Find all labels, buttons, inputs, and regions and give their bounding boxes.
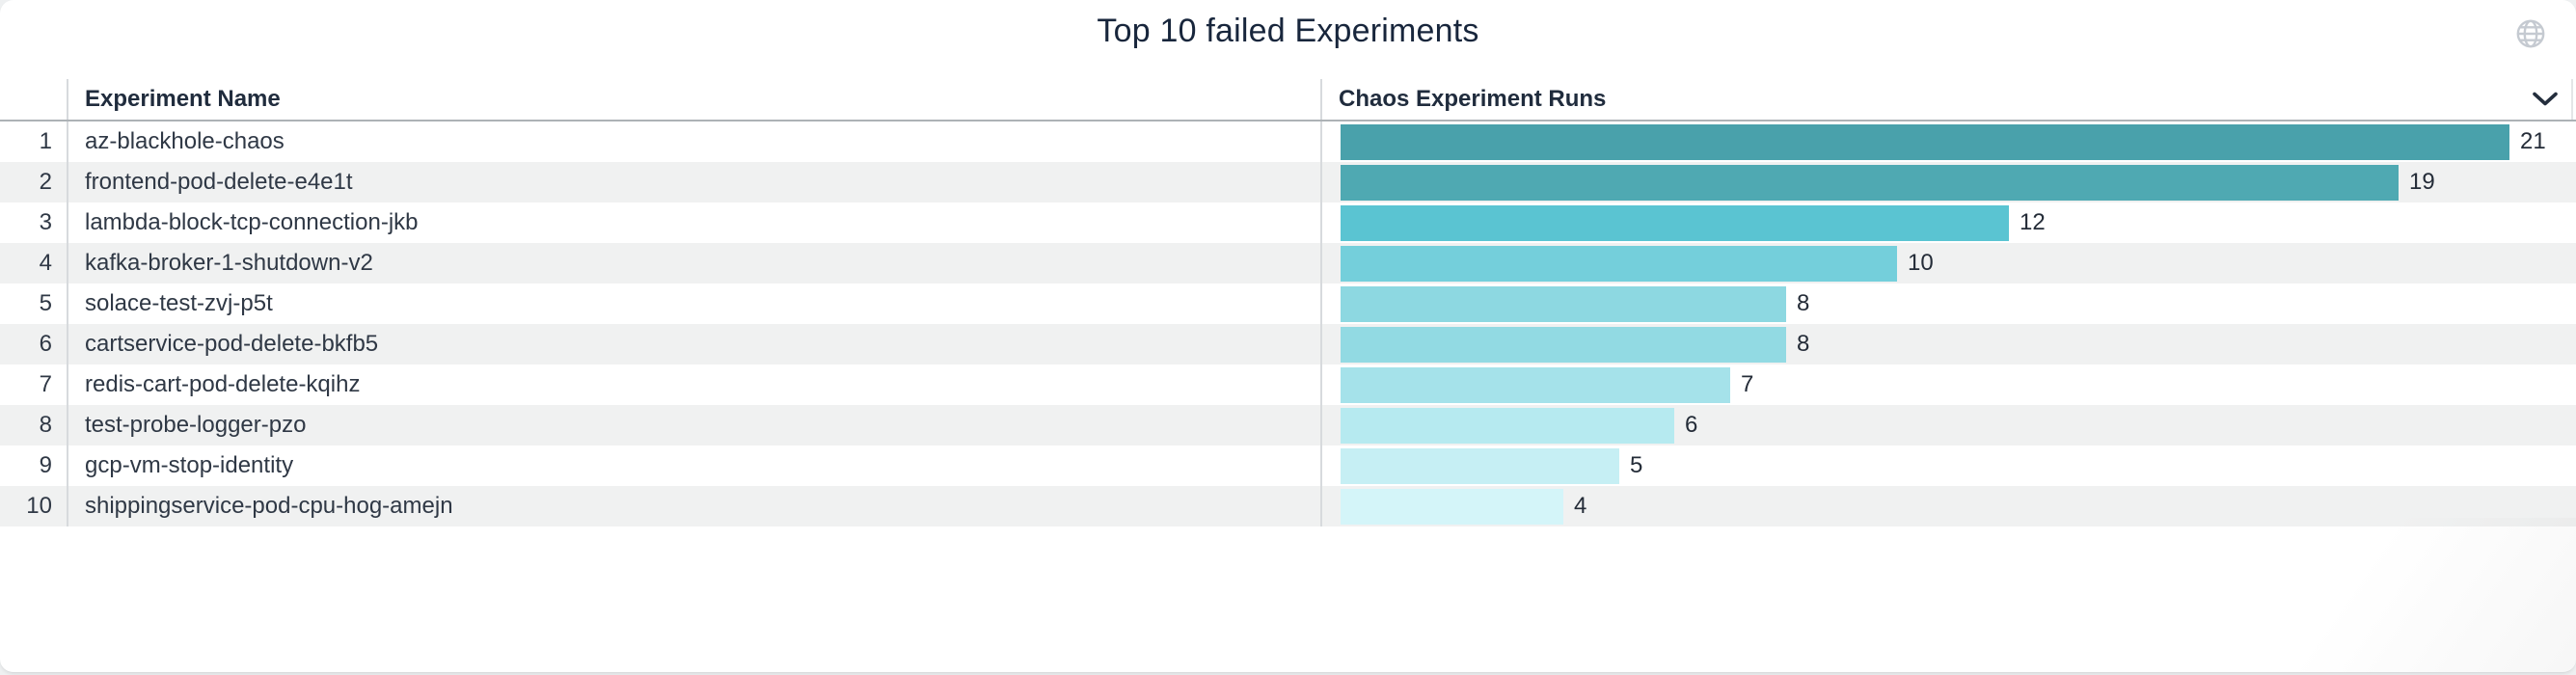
row-rank: 3 (0, 202, 68, 243)
table-header-row: Experiment Name Chaos Experiment Runs (0, 79, 2576, 120)
table-body: 1 az-blackhole-chaos 21 2 frontend-pod-d… (0, 122, 2576, 526)
experiment-name-header-label: Experiment Name (85, 86, 281, 112)
row-name: gcp-vm-stop-identity (68, 446, 1322, 486)
bar-value-label: 6 (1685, 412, 1698, 438)
row-rank: 10 (0, 486, 68, 526)
bar-value-label: 19 (2409, 169, 2435, 195)
row-runs-cell: 8 (1322, 284, 2576, 324)
row-name: lambda-block-tcp-connection-jkb (68, 202, 1322, 243)
row-rank: 7 (0, 364, 68, 405)
row-name: frontend-pod-delete-e4e1t (68, 162, 1322, 202)
bar (1341, 366, 1730, 403)
row-rank: 8 (0, 405, 68, 446)
bar-value-label: 10 (1908, 250, 1934, 276)
row-rank: 6 (0, 324, 68, 364)
bar-value-label: 5 (1630, 452, 1643, 478)
table-row: 8 test-probe-logger-pzo 6 (0, 405, 2576, 446)
bar (1341, 245, 1897, 282)
bar-value-label: 8 (1797, 290, 1810, 316)
bar (1341, 285, 1786, 322)
header-divider (0, 120, 2576, 122)
row-name: cartservice-pod-delete-bkfb5 (68, 324, 1322, 364)
chevron-down-icon[interactable] (2533, 92, 2558, 107)
chaos-experiment-runs-column-header[interactable]: Chaos Experiment Runs (1322, 79, 2573, 120)
bar-value-label: 7 (1741, 371, 1754, 397)
table-row: 10 shippingservice-pod-cpu-hog-amejn 4 (0, 486, 2576, 526)
table-row: 7 redis-cart-pod-delete-kqihz 7 (0, 364, 2576, 405)
row-runs-cell: 12 (1322, 202, 2576, 243)
table-row: 1 az-blackhole-chaos 21 (0, 122, 2576, 162)
table-row: 4 kafka-broker-1-shutdown-v2 10 (0, 243, 2576, 284)
chaos-runs-header-label: Chaos Experiment Runs (1339, 86, 1607, 112)
corner-shade (2161, 518, 2576, 672)
table-row: 6 cartservice-pod-delete-bkfb5 8 (0, 324, 2576, 364)
bar-value-label: 21 (2520, 128, 2546, 154)
experiment-name-column-header[interactable]: Experiment Name (68, 79, 1322, 120)
row-name: redis-cart-pod-delete-kqihz (68, 364, 1322, 405)
row-runs-cell: 19 (1322, 162, 2576, 202)
row-rank: 2 (0, 162, 68, 202)
row-name: shippingservice-pod-cpu-hog-amejn (68, 486, 1322, 526)
bar (1341, 407, 1674, 444)
row-runs-cell: 10 (1322, 243, 2576, 284)
bar-value-label: 4 (1574, 493, 1587, 519)
bar (1341, 488, 1563, 525)
bar-value-label: 12 (2020, 209, 2046, 235)
row-rank: 1 (0, 122, 68, 162)
table-row: 5 solace-test-zvj-p5t 8 (0, 284, 2576, 324)
row-runs-cell: 6 (1322, 405, 2576, 446)
row-runs-cell: 21 (1322, 122, 2576, 162)
row-runs-cell: 8 (1322, 324, 2576, 364)
bar (1341, 447, 1619, 484)
row-name: kafka-broker-1-shutdown-v2 (68, 243, 1322, 284)
bar-value-label: 8 (1797, 331, 1810, 357)
bar (1341, 204, 2009, 241)
rank-column-header (0, 79, 68, 120)
table-row: 2 frontend-pod-delete-e4e1t 19 (0, 162, 2576, 202)
bar (1341, 164, 2399, 201)
table-row: 3 lambda-block-tcp-connection-jkb 12 (0, 202, 2576, 243)
row-name: az-blackhole-chaos (68, 122, 1322, 162)
row-rank: 9 (0, 446, 68, 486)
row-rank: 5 (0, 284, 68, 324)
bar (1341, 326, 1786, 363)
globe-icon[interactable] (2515, 18, 2546, 49)
row-name: solace-test-zvj-p5t (68, 284, 1322, 324)
row-rank: 4 (0, 243, 68, 284)
row-runs-cell: 4 (1322, 486, 2576, 526)
table-row: 9 gcp-vm-stop-identity 5 (0, 446, 2576, 486)
row-name: test-probe-logger-pzo (68, 405, 1322, 446)
bar (1341, 123, 2509, 160)
panel-title: Top 10 failed Experiments (1097, 13, 1479, 49)
row-runs-cell: 5 (1322, 446, 2576, 486)
row-runs-cell: 7 (1322, 364, 2576, 405)
